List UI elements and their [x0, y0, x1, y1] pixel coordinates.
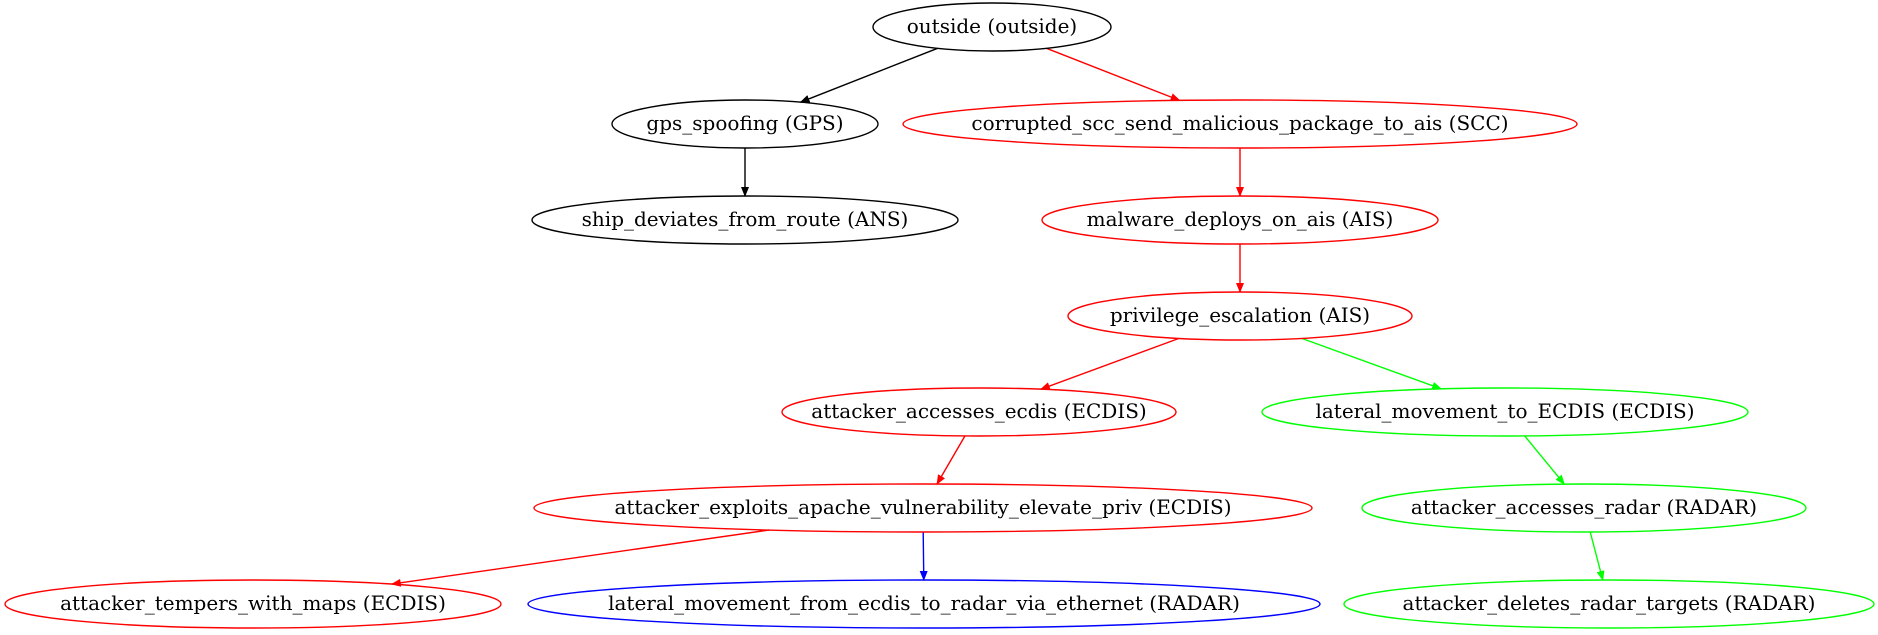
node-ellipse: [527, 579, 1321, 629]
node-ellipse: [1343, 579, 1875, 629]
node-label: attacker_exploits_apache_vulnerability_e…: [614, 495, 1231, 519]
edge-lateral_to_ecdis-to-accesses_radar: [1524, 435, 1565, 485]
node-label: malware_deploys_on_ais (AIS): [1087, 207, 1394, 231]
node-lateral_to_ecdis: lateral_movement_to_ECDIS (ECDIS): [1261, 387, 1749, 437]
nodes: outside (outside) gps_spoofing (GPS) corru…: [4, 2, 1875, 629]
node-ellipse: [902, 99, 1578, 149]
node-ship_deviates: ship_deviates_from_route (ANS): [531, 195, 959, 245]
node-label: attacker_accesses_radar (RADAR): [1411, 495, 1757, 519]
node-ellipse: [611, 99, 879, 149]
node-ellipse: [533, 483, 1313, 533]
node-corrupted_scc: corrupted_scc_send_malicious_package_to_…: [902, 99, 1578, 149]
node-label: attacker_accesses_ecdis (ECDIS): [811, 399, 1146, 423]
node-accesses_ecdis: attacker_accesses_ecdis (ECDIS): [781, 387, 1177, 437]
edge-outside-to-corrupted_scc: [1046, 47, 1181, 102]
edge-accesses_ecdis-to-exploits_apache: [936, 435, 966, 485]
node-label: privilege_escalation (AIS): [1110, 303, 1370, 327]
edge-exploits_apache-to-lateral_ecdis_radar: [919, 531, 928, 581]
node-ellipse: [1067, 291, 1413, 341]
edges: [390, 47, 1605, 587]
edge-accesses_radar-to-deletes_targets: [1589, 531, 1605, 581]
node-gps_spoofing: gps_spoofing (GPS): [611, 99, 879, 149]
node-ellipse: [1041, 195, 1439, 245]
node-malware_deploys: malware_deploys_on_ais (AIS): [1041, 195, 1439, 245]
node-ellipse: [1261, 387, 1749, 437]
node-ellipse: [781, 387, 1177, 437]
node-label: outside (outside): [907, 14, 1077, 38]
node-ellipse: [1361, 483, 1807, 533]
edge-exploits_apache-to-tempers_maps: [390, 529, 770, 587]
node-label: attacker_tempers_with_maps (ECDIS): [60, 591, 446, 615]
node-ellipse: [4, 579, 502, 629]
node-ellipse: [531, 195, 959, 245]
edge-outside-to-gps_spoofing: [799, 47, 938, 103]
node-label: gps_spoofing (GPS): [646, 111, 843, 135]
node-lateral_ecdis_radar: lateral_movement_from_ecdis_to_radar_via…: [527, 579, 1321, 629]
node-ellipse: [872, 2, 1112, 52]
node-label: corrupted_scc_send_malicious_package_to_…: [971, 111, 1508, 135]
node-label: lateral_movement_to_ECDIS (ECDIS): [1315, 399, 1694, 423]
edge-privilege_escalation-to-accesses_ecdis: [1039, 337, 1180, 390]
node-label: attacker_deletes_radar_targets (RADAR): [1403, 591, 1816, 615]
node-tempers_maps: attacker_tempers_with_maps (ECDIS): [4, 579, 502, 629]
edge-privilege_escalation-to-lateral_to_ecdis: [1301, 337, 1443, 390]
node-outside: outside (outside): [872, 2, 1112, 52]
node-privilege_escalation: privilege_escalation (AIS): [1067, 291, 1413, 341]
node-exploits_apache: attacker_exploits_apache_vulnerability_e…: [533, 483, 1313, 533]
node-label: lateral_movement_from_ecdis_to_radar_via…: [608, 591, 1240, 615]
node-deletes_targets: attacker_deletes_radar_targets (RADAR): [1343, 579, 1875, 629]
node-label: ship_deviates_from_route (ANS): [582, 207, 909, 231]
node-accesses_radar: attacker_accesses_radar (RADAR): [1361, 483, 1807, 533]
